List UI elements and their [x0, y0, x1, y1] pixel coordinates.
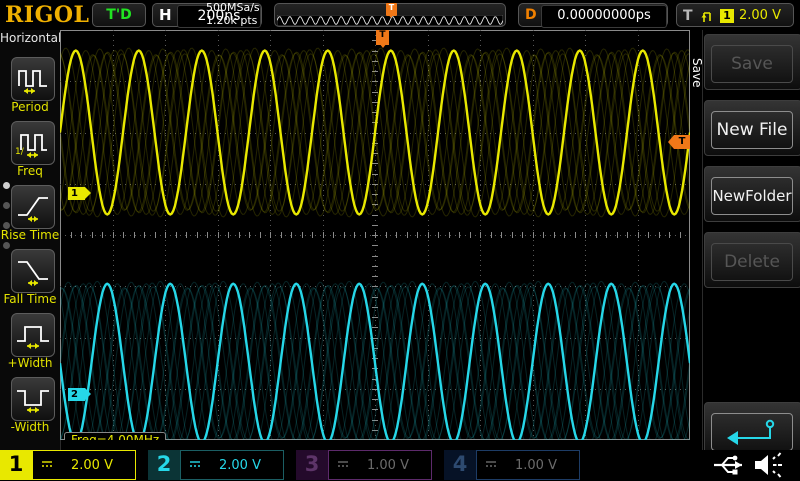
- save-button[interactable]: Save: [704, 34, 800, 90]
- delete-button[interactable]: Delete: [704, 232, 800, 288]
- rigol-logo: RIGOL: [5, 2, 90, 28]
- channel1-info[interactable]: 2.00 V: [32, 450, 136, 480]
- channel1-number[interactable]: 1: [0, 450, 45, 480]
- dc-coupling-icon: [42, 461, 52, 467]
- channel2-ground-marker[interactable]: 2: [68, 388, 91, 401]
- delay-value: 0.00000000ps: [541, 5, 667, 28]
- right-menu-divider: [702, 30, 703, 450]
- rise-time-icon: [18, 197, 48, 222]
- return-arrow-icon: [727, 419, 775, 445]
- horizontal-timebase-box[interactable]: H 200ns: [152, 3, 262, 28]
- measure-period-label: Period: [11, 100, 49, 114]
- trigger-status-text: T'D: [106, 7, 132, 23]
- dc-coupling-icon: [190, 461, 200, 467]
- waveform-traces: [60, 47, 690, 440]
- period-icon: [18, 70, 47, 94]
- trigger-level-marker[interactable]: T: [668, 135, 690, 149]
- system-icons: [714, 452, 782, 478]
- measure-period-button[interactable]: [11, 57, 55, 101]
- waveform-display[interactable]: 1 2 T T Freq=4.00MHz: [60, 30, 690, 440]
- trigger-position-marker[interactable]: T: [376, 30, 389, 48]
- sample-info: 500MSa/s 1.20k pts: [206, 1, 272, 27]
- channel3-number[interactable]: 3: [296, 450, 341, 480]
- top-status-bar: RIGOL T'D H 200ns 500MSa/s 1.20k pts T D…: [0, 0, 800, 30]
- right-function-menu: Save Save New File NewFolder Delete: [690, 30, 800, 458]
- positive-width-icon: [17, 326, 49, 349]
- channel2-number[interactable]: 2: [148, 450, 193, 480]
- channel1-ground-marker[interactable]: 1: [68, 187, 91, 200]
- measure-negative-width-label: -Width: [10, 420, 50, 434]
- trigger-level-value: 2.00 V: [739, 8, 781, 23]
- trigger-settings-box[interactable]: T 1 2.00 V: [676, 3, 794, 27]
- page-dot-3[interactable]: [3, 222, 10, 229]
- overview-waveform-icon: [277, 15, 503, 26]
- new-folder-button[interactable]: NewFolder: [704, 166, 800, 222]
- measure-positive-width-label: +Width: [7, 356, 53, 370]
- waveform-overview-bar[interactable]: T: [274, 3, 506, 27]
- menu-page-dots[interactable]: [3, 182, 13, 249]
- new-folder-button-label: NewFolder: [711, 177, 793, 215]
- sample-rate-value: 500MSa/s: [206, 1, 260, 14]
- measure-freq-label: Freq: [17, 164, 43, 178]
- channel4-info[interactable]: 1.00 V: [476, 450, 580, 480]
- left-measure-menu: Horizontal Period 1/ Freq: [0, 30, 61, 450]
- save-button-label: Save: [711, 45, 793, 83]
- overview-trigger-marker[interactable]: T: [386, 3, 397, 18]
- delay-label: D: [525, 7, 537, 23]
- measure-fall-time-button[interactable]: [11, 249, 55, 293]
- channel4-number[interactable]: 4: [444, 450, 489, 480]
- trigger-source-chip: 1: [720, 9, 734, 23]
- right-menu-title: Save: [690, 58, 704, 88]
- measure-rise-time-button[interactable]: [11, 185, 55, 229]
- channel2-info[interactable]: 2.00 V: [180, 450, 284, 480]
- delay-box[interactable]: D 0.00000000ps: [518, 3, 668, 28]
- memory-depth-value: 1.20k pts: [206, 14, 258, 27]
- channel2-scale: 2.00 V: [219, 458, 261, 473]
- dc-coupling-icon: [486, 461, 496, 467]
- page-dot-4[interactable]: [3, 242, 10, 249]
- bottom-channel-bar: 1 2.00 V 2 2.00 V: [0, 450, 800, 480]
- measurement-readout[interactable]: Freq=4.00MHz: [64, 432, 167, 440]
- measure-positive-width-button[interactable]: [11, 313, 55, 357]
- fall-time-icon: [18, 261, 48, 286]
- measure-negative-width-button[interactable]: [11, 377, 55, 421]
- channel4-scale: 1.00 V: [515, 458, 557, 473]
- new-file-button-label: New File: [711, 111, 793, 149]
- trigger-label: T: [683, 8, 693, 24]
- page-dot-1[interactable]: [3, 182, 10, 189]
- measure-rise-time-label: Rise Time: [0, 228, 60, 242]
- rising-edge-icon: [701, 12, 711, 22]
- negative-width-icon: [17, 390, 49, 413]
- new-file-button[interactable]: New File: [704, 100, 800, 156]
- usb-icon: [714, 455, 742, 475]
- channel3-info[interactable]: 1.00 V: [328, 450, 432, 480]
- measure-freq-button[interactable]: 1/: [11, 121, 55, 165]
- channel1-scale: 2.00 V: [71, 458, 113, 473]
- frequency-icon: 1/: [15, 134, 47, 158]
- dc-coupling-icon: [338, 461, 348, 467]
- horizontal-label: H: [159, 6, 172, 24]
- channel3-scale: 1.00 V: [367, 458, 409, 473]
- measure-fall-time-label: Fall Time: [3, 292, 57, 306]
- delete-button-label: Delete: [711, 243, 793, 281]
- svg-text:1/: 1/: [15, 147, 25, 157]
- sound-icon: [755, 452, 782, 478]
- page-dot-2[interactable]: [3, 202, 10, 209]
- left-menu-title: Horizontal: [0, 31, 62, 45]
- timebase-value: 200ns: [177, 5, 261, 28]
- trigger-status-indicator[interactable]: T'D: [92, 3, 146, 27]
